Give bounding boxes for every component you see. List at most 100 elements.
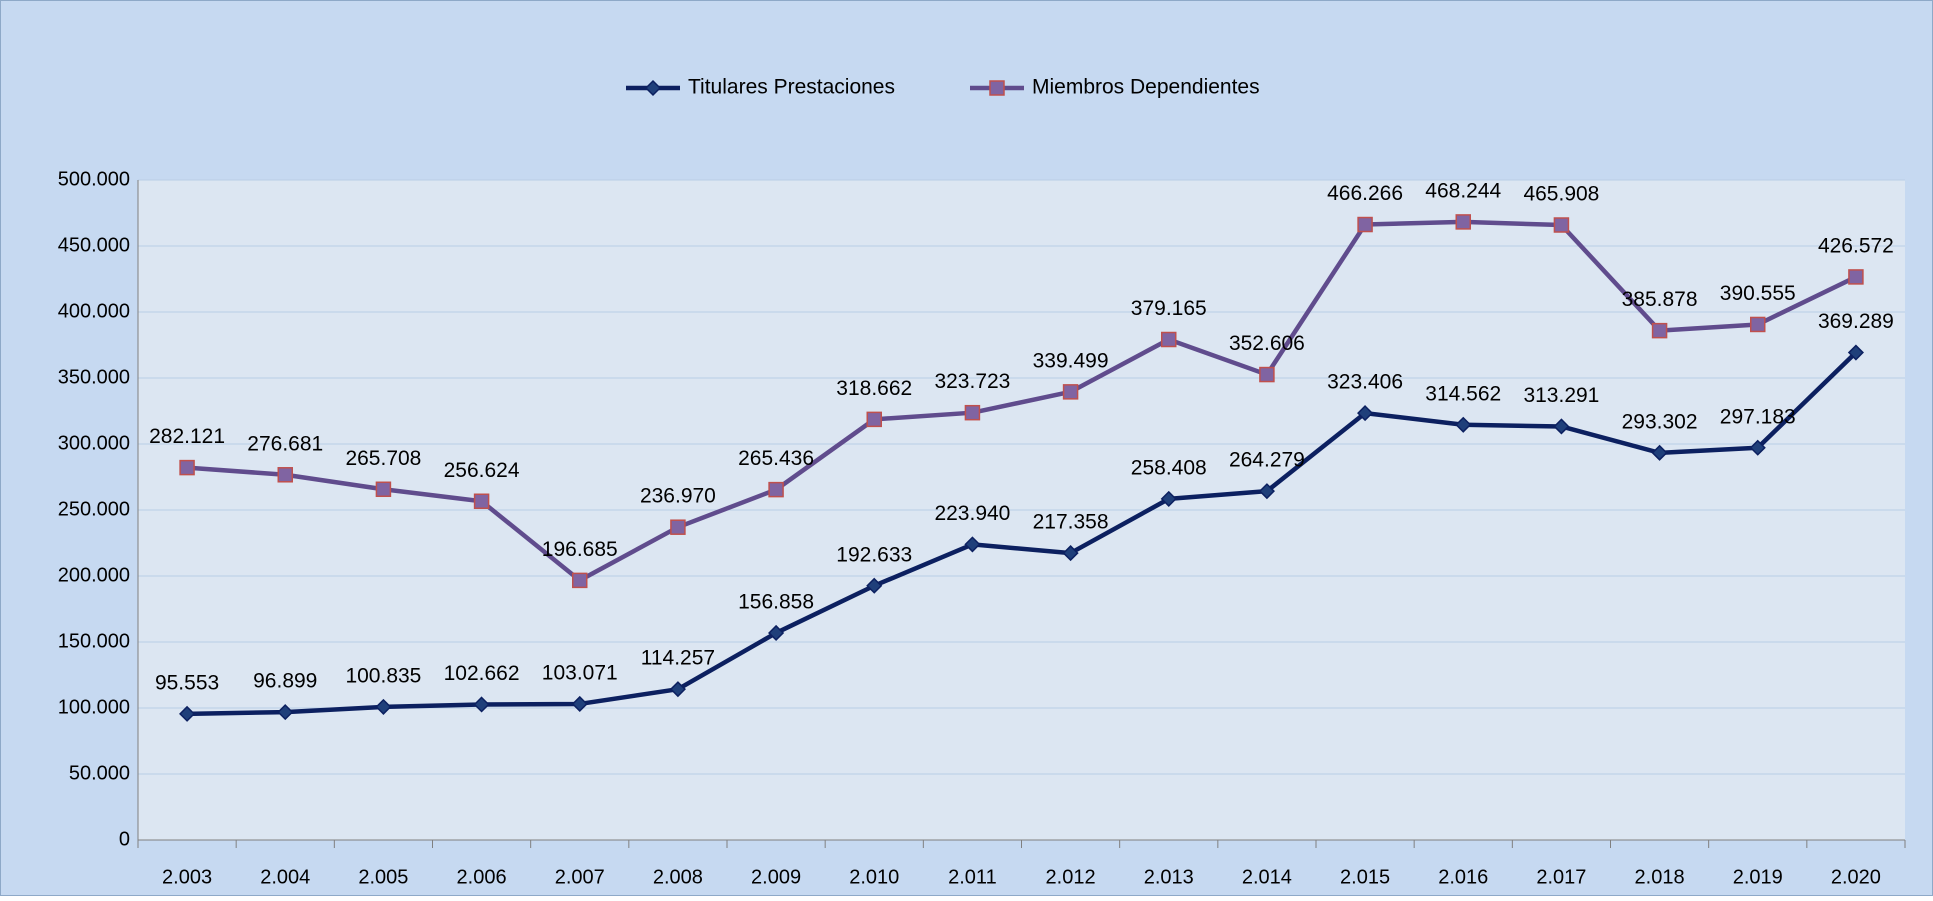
data-point	[1553, 418, 1570, 435]
data-point	[1258, 483, 1275, 500]
data-point	[1455, 214, 1471, 230]
data-point	[473, 493, 490, 510]
data-label: 369.289	[1818, 310, 1894, 333]
data-point	[473, 696, 490, 713]
data-label: 196.685	[542, 538, 618, 561]
y-tick-label: 200.000	[58, 564, 130, 586]
y-tick-label: 400.000	[58, 300, 130, 322]
data-point	[1848, 269, 1864, 285]
data-point	[1357, 216, 1373, 233]
x-tick-label: 2.007	[555, 866, 605, 888]
x-tick-label: 2.012	[1046, 866, 1096, 888]
data-point	[571, 695, 588, 713]
data-point	[1651, 322, 1668, 339]
y-tick-label: 150.000	[58, 630, 130, 652]
data-label: 156.858	[738, 590, 814, 613]
x-tick-label: 2.010	[849, 866, 899, 888]
series-line	[187, 350, 1858, 717]
y-tick-label: 250.000	[58, 498, 130, 520]
x-tick-label: 2.017	[1536, 866, 1586, 888]
data-point	[179, 705, 196, 722]
data-label: 217.358	[1033, 511, 1109, 534]
y-tick-label: 350.000	[58, 366, 130, 388]
data-point	[1847, 344, 1864, 361]
data-label: 293.302	[1622, 410, 1698, 433]
legend-marker	[644, 79, 662, 97]
y-tick-label: 500.000	[58, 168, 130, 190]
x-tick-label: 2.009	[751, 866, 801, 888]
x-tick-label: 2.019	[1733, 866, 1783, 888]
data-label: 379.165	[1131, 297, 1207, 320]
data-label: 100.835	[345, 664, 421, 687]
y-tick-label: 0	[119, 828, 130, 850]
data-point	[572, 572, 588, 589]
data-label: 465.908	[1523, 183, 1599, 206]
data-label: 264.279	[1229, 449, 1305, 472]
data-point	[1651, 444, 1668, 461]
x-tick-label: 2.011	[948, 866, 997, 888]
data-point	[1455, 416, 1472, 433]
data-label: 256.624	[444, 459, 520, 482]
data-point	[768, 481, 784, 498]
series-line	[186, 219, 1857, 583]
data-point	[1062, 545, 1079, 562]
data-point	[1749, 439, 1766, 456]
data-label: 339.499	[1033, 349, 1109, 372]
x-tick-label: 2.020	[1831, 866, 1881, 888]
data-label: 318.662	[836, 377, 912, 400]
data-point	[866, 577, 883, 594]
data-point	[1161, 331, 1177, 348]
data-point	[669, 681, 686, 698]
legend-label: Titulares Prestaciones	[688, 76, 895, 99]
legend-marker	[989, 80, 1005, 96]
x-tick-label: 2.018	[1635, 866, 1685, 888]
data-point	[1160, 490, 1177, 507]
data-point	[768, 624, 785, 642]
data-label: 103.071	[542, 661, 618, 684]
data-label: 352.606	[1229, 332, 1305, 355]
data-point	[1750, 316, 1766, 333]
y-tick-label: 100.000	[58, 696, 130, 718]
x-tick-label: 2.008	[653, 866, 703, 888]
x-tick-label: 2.015	[1340, 866, 1390, 888]
x-tick-label: 2.014	[1242, 866, 1292, 888]
x-tick-label: 2.003	[162, 866, 212, 888]
data-label: 265.708	[345, 447, 421, 470]
data-label: 236.970	[640, 485, 716, 508]
legend-label: Miembros Dependientes	[1032, 76, 1260, 99]
data-point	[964, 536, 981, 553]
x-tick-label: 2.016	[1438, 866, 1488, 888]
x-tick-label: 2.004	[260, 866, 310, 888]
data-label: 323.723	[934, 370, 1010, 393]
data-label: 313.291	[1523, 384, 1599, 407]
data-label: 385.878	[1622, 288, 1698, 311]
data-label: 426.572	[1818, 234, 1894, 257]
data-point	[277, 467, 293, 483]
data-label: 102.662	[444, 662, 520, 685]
data-label: 114.257	[641, 647, 715, 670]
data-point	[866, 411, 882, 428]
data-label: 323.406	[1327, 371, 1403, 394]
x-tick-label: 2.013	[1144, 866, 1194, 888]
data-point	[1553, 217, 1570, 233]
data-label: 466.266	[1327, 182, 1403, 205]
data-label: 314.562	[1425, 382, 1501, 405]
data-point	[179, 459, 195, 476]
data-label: 258.408	[1131, 456, 1207, 479]
data-point	[964, 404, 981, 421]
x-tick-label: 2.005	[358, 866, 408, 888]
y-tick-label: 300.000	[58, 432, 130, 454]
data-label: 95.553	[155, 671, 219, 694]
data-point	[277, 704, 294, 721]
data-point	[1259, 366, 1275, 383]
data-label: 297.183	[1720, 405, 1796, 428]
data-label: 192.633	[836, 543, 912, 566]
data-label: 282.121	[149, 425, 225, 448]
data-label: 223.940	[934, 502, 1010, 525]
data-point	[375, 481, 392, 498]
data-label: 276.681	[247, 432, 323, 455]
y-tick-label: 450.000	[58, 234, 130, 256]
data-label: 468.244	[1425, 179, 1501, 202]
y-tick-label: 50.000	[69, 762, 130, 784]
